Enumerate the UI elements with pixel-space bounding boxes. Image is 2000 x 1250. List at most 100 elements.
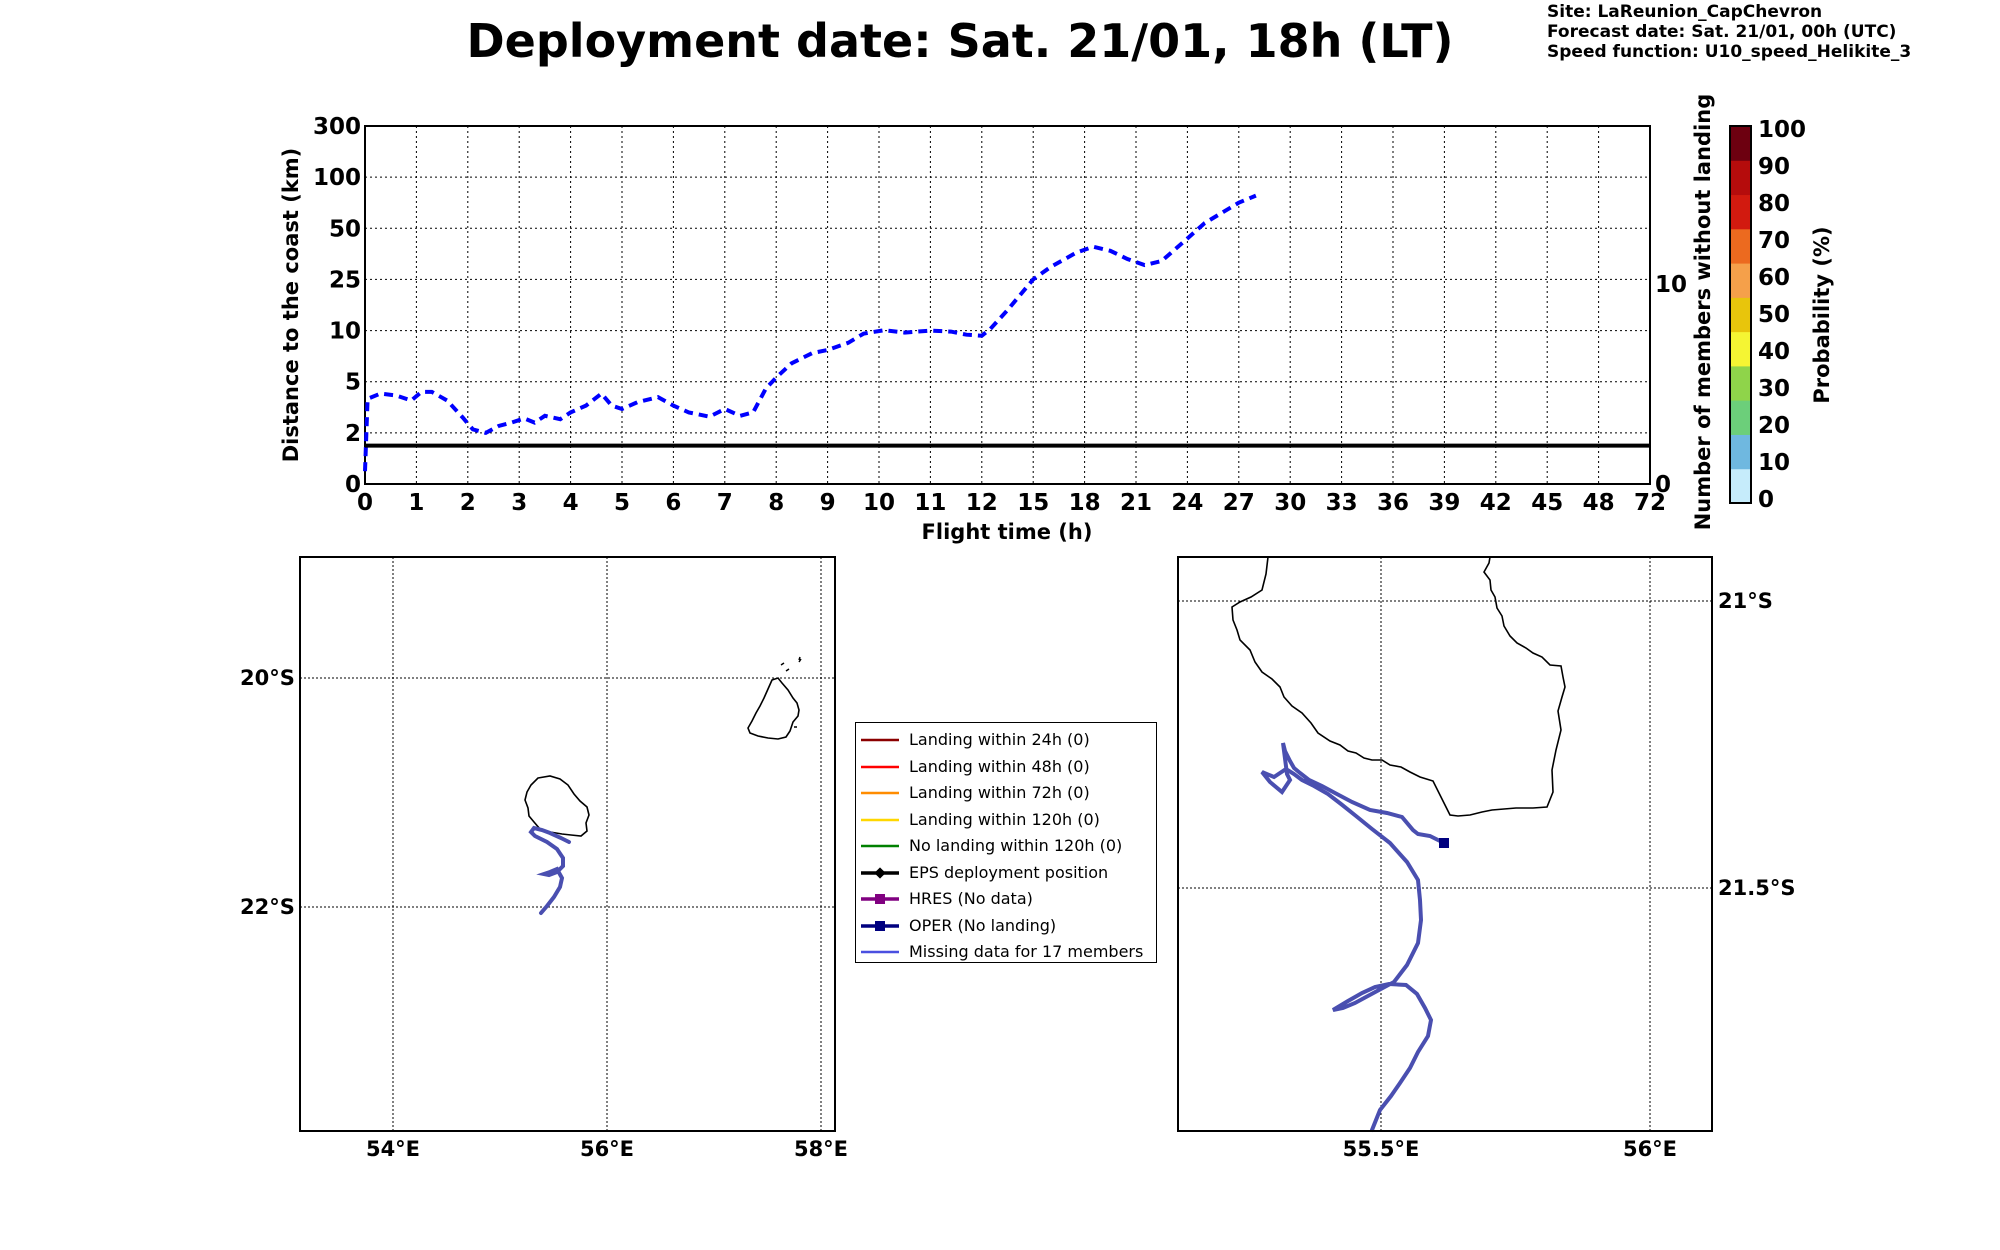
- legend-label: EPS deployment position: [909, 862, 1109, 882]
- colorbar-cell: [1730, 263, 1751, 298]
- legend-swatch: [861, 920, 899, 931]
- colorbar-tick-label: 30: [1758, 376, 1790, 402]
- legend-entry: HRES (No data): [856, 886, 1156, 913]
- legend-swatch: [861, 866, 899, 879]
- x-tick-label: 39: [1428, 490, 1460, 516]
- legend-entry: Missing data for 17 members: [856, 939, 1156, 966]
- info-block: Site: LaReunion_CapChevron Forecast date…: [1547, 2, 1911, 62]
- x-tick-label: 12: [966, 490, 998, 516]
- x-tick-label: 11: [914, 490, 946, 516]
- lon-label-54e: 54°E: [366, 1137, 420, 1161]
- legend-entry: Landing within 24h (0): [856, 727, 1156, 754]
- colorbar-cell: [1730, 365, 1751, 401]
- colorbar-tick-label: 20: [1758, 413, 1790, 439]
- probability-colorbar: 0 10 20 30 40 50 60 70 80 90 100 Probability (%): [1729, 117, 1834, 513]
- colorbar-cell: [1730, 400, 1751, 435]
- x-tick-label: 45: [1531, 490, 1563, 516]
- lon-label-56e-zoom: 56°E: [1623, 1137, 1677, 1161]
- legend-entry: EPS deployment position: [856, 860, 1156, 887]
- legend-swatch: [861, 738, 899, 742]
- x-tick-label: 24: [1171, 490, 1203, 516]
- x-tick-label: 48: [1583, 490, 1615, 516]
- colorbar-tick-label: 100: [1758, 117, 1806, 143]
- ensemble-track: [528, 825, 571, 915]
- x-tick-label: 36: [1377, 490, 1409, 516]
- y-tick-label: 0: [345, 472, 361, 498]
- legend-label: HRES (No data): [909, 889, 1033, 908]
- colorbar-tick-label: 10: [1758, 450, 1790, 476]
- zoom-map-frame: [1177, 556, 1713, 1132]
- x-tick-label: 30: [1274, 490, 1306, 516]
- deployment-marker: [1439, 838, 1449, 848]
- colorbar-cell: [1730, 297, 1751, 333]
- colorbar-cell: [1730, 160, 1751, 196]
- y-tick-label: 5: [345, 370, 361, 396]
- colorbar-tick-label: 90: [1758, 154, 1790, 180]
- distance-chart-grid: [365, 126, 1650, 484]
- x-tick-label: 33: [1326, 490, 1358, 516]
- colorbar-tick-labels: 0 10 20 30 40 50 60 70 80 90 100: [1758, 117, 1806, 513]
- x-tick-label: 4: [563, 490, 579, 516]
- legend-swatch: [861, 765, 899, 768]
- x-tick-label: 7: [717, 490, 733, 516]
- x-tick-label: 18: [1069, 490, 1101, 516]
- y-tick-label: 50: [329, 216, 361, 242]
- x-tick-label: 6: [665, 490, 681, 516]
- y2-tick-label: 0: [1655, 472, 1671, 498]
- y-tick-label: 2: [345, 421, 361, 447]
- distance-chart: 0 1 2 3 4 5 6 7 8 9 10 11 12 15 18 21 24 27 30 33 36 39 42 45 48…: [279, 94, 1715, 544]
- legend-label: Landing within 72h (0): [909, 783, 1090, 802]
- distance-chart-frame: [364, 125, 1651, 485]
- legend-entry: OPER (No landing): [856, 913, 1156, 940]
- colorbar-tick-label: 70: [1758, 228, 1790, 254]
- colorbar-cell: [1730, 194, 1751, 230]
- legend-label: Landing within 24h (0): [909, 730, 1090, 749]
- colorbar-tick-label: 40: [1758, 339, 1790, 365]
- x-tick-label: 42: [1480, 490, 1512, 516]
- zoom-map: 21°S 21.5°S 55.5°E 56°E: [1177, 556, 1795, 1161]
- x-tick-label: 10: [863, 490, 895, 516]
- x-tick-label: 21: [1120, 490, 1152, 516]
- x-tick-label: 0: [357, 490, 373, 516]
- island-dot: [780, 656, 802, 728]
- x-tick-label: 9: [820, 490, 836, 516]
- regional-map-frame: [299, 556, 836, 1132]
- colorbar-label: Probability (%): [1810, 226, 1834, 403]
- distance-chart-series: [363, 193, 1650, 472]
- colorbar-cell: [1730, 331, 1751, 367]
- colorbar-cell: [1730, 468, 1751, 504]
- y-tick-label: 25: [329, 267, 361, 293]
- reunion-island-coastline: [524, 775, 590, 837]
- y-tick-label: 300: [313, 114, 361, 140]
- colorbar-tick-label: 60: [1758, 265, 1790, 291]
- legend-entry: Landing within 120h (0): [856, 807, 1156, 834]
- legend: Landing within 24h (0) Landing within 48h…: [855, 722, 1157, 963]
- lon-label-56e: 56°E: [580, 1137, 634, 1161]
- legend-swatch: [861, 894, 899, 904]
- y-axis-label: Distance to the coast (km): [279, 148, 303, 463]
- legend-swatch: [861, 950, 899, 954]
- colorbar-tick-label: 50: [1758, 302, 1790, 328]
- page-title: Deployment date: Sat. 21/01, 18h (LT): [466, 14, 1454, 68]
- x-tick-label: 2: [460, 490, 476, 516]
- lon-label-58e: 58°E: [794, 1137, 848, 1161]
- y-tick-label: 100: [313, 165, 361, 191]
- colorbar-tick-label: 80: [1758, 191, 1790, 217]
- site-label: Site: LaReunion_CapChevron: [1547, 2, 1823, 22]
- legend-swatch: [861, 844, 899, 848]
- legend-label: Landing within 120h (0): [909, 809, 1100, 829]
- x-tick-label: 5: [614, 490, 630, 516]
- legend-label: Landing within 48h (0): [909, 756, 1090, 776]
- x-tick-label: 27: [1223, 490, 1255, 516]
- x-tick-label: 15: [1017, 490, 1049, 516]
- x-tick-label: 1: [408, 490, 424, 516]
- forecast-date-label: Forecast date: Sat. 21/01, 00h (UTC): [1547, 22, 1897, 42]
- y2-tick-labels: 0 10: [1655, 272, 1687, 498]
- y-tick-label: 10: [329, 319, 361, 345]
- colorbar-frame: [1729, 125, 1752, 504]
- distance-series-line: [363, 193, 1257, 472]
- colorbar-tick-label: 0: [1758, 487, 1774, 513]
- lat-label-21s: 21°S: [1718, 589, 1773, 613]
